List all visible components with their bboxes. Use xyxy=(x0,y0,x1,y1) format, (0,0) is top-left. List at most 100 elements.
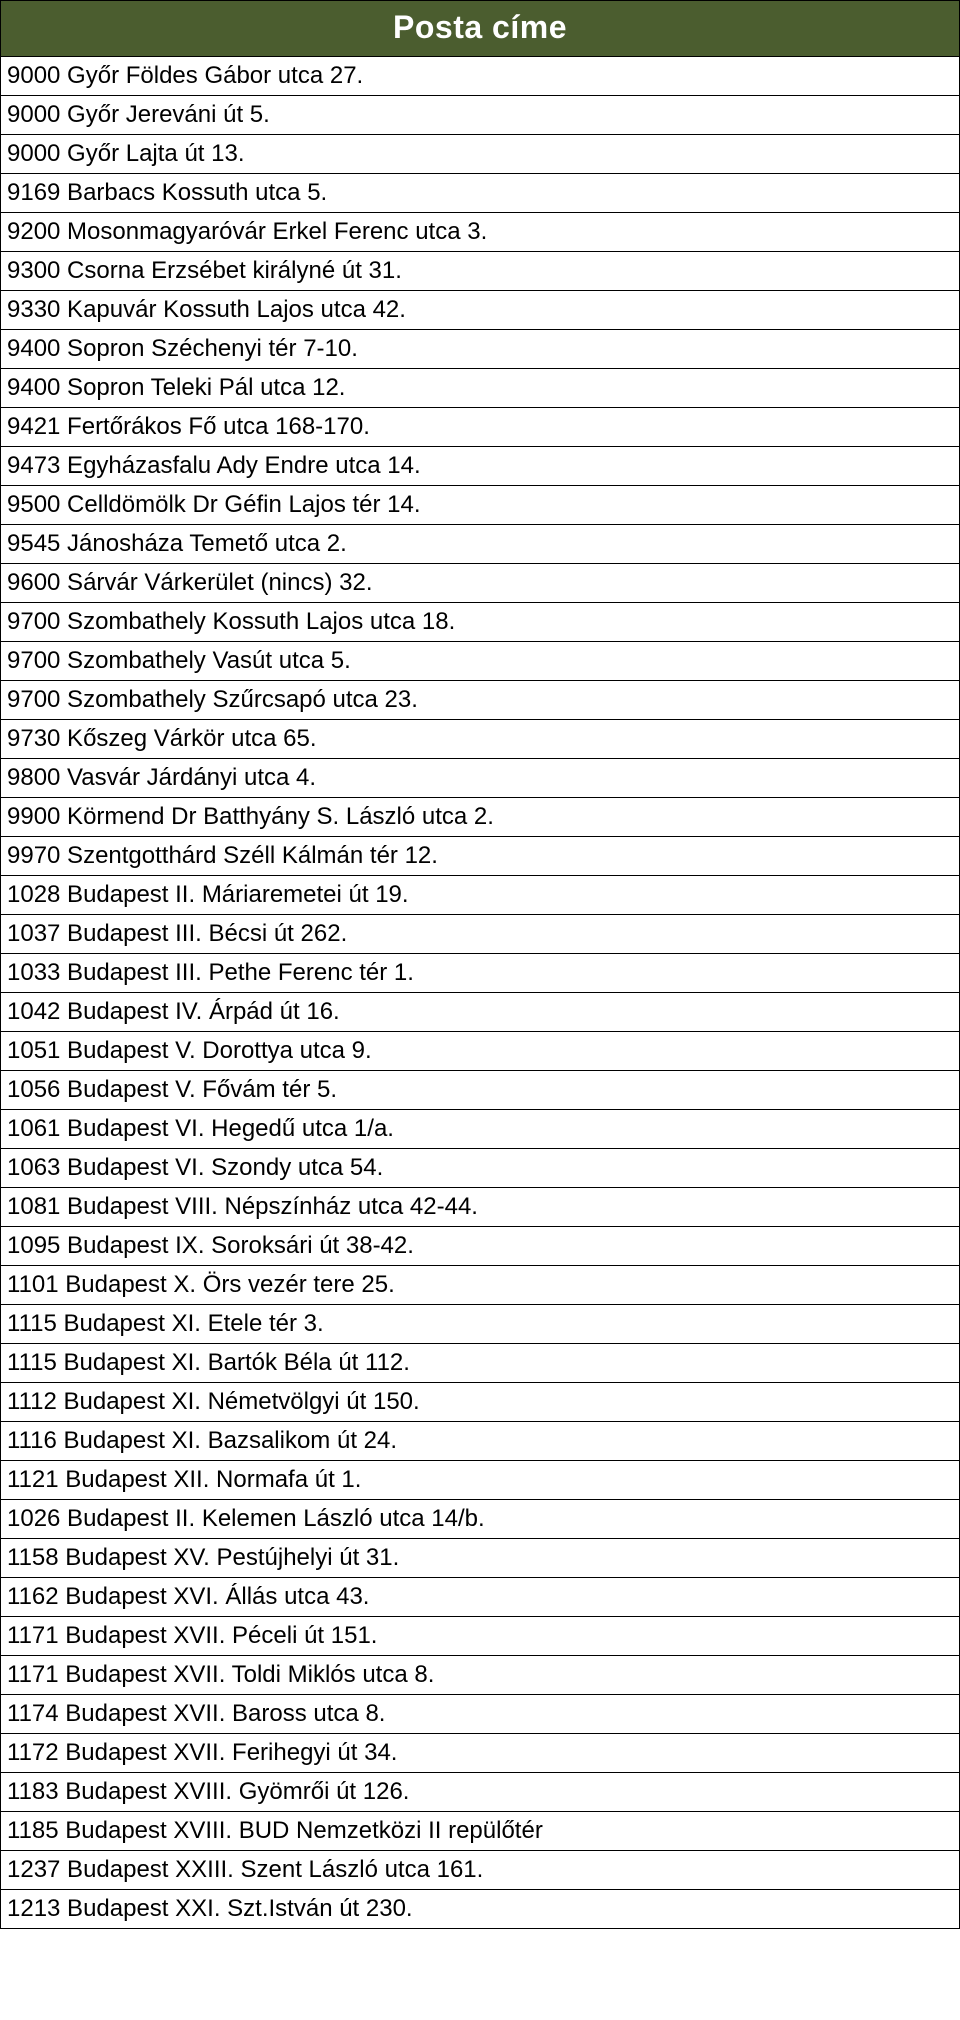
table-row: 1101 Budapest X. Örs vezér tere 25. xyxy=(1,1266,960,1305)
table-row: 9000 Győr Földes Gábor utca 27. xyxy=(1,57,960,96)
table-row: 9500 Celldömölk Dr Géfin Lajos tér 14. xyxy=(1,486,960,525)
table-row: 9000 Győr Jereváni út 5. xyxy=(1,96,960,135)
table-row: 1121 Budapest XII. Normafa út 1. xyxy=(1,1461,960,1500)
address-cell: 1158 Budapest XV. Pestújhelyi út 31. xyxy=(1,1539,960,1578)
address-cell: 1115 Budapest XI. Bartók Béla út 112. xyxy=(1,1344,960,1383)
table-row: 9800 Vasvár Járdányi utca 4. xyxy=(1,759,960,798)
table-row: 9730 Kőszeg Várkör utca 65. xyxy=(1,720,960,759)
address-cell: 9000 Győr Jereváni út 5. xyxy=(1,96,960,135)
table-row: 1056 Budapest V. Fővám tér 5. xyxy=(1,1071,960,1110)
table-row: 1115 Budapest XI. Etele tér 3. xyxy=(1,1305,960,1344)
address-cell: 9473 Egyházasfalu Ady Endre utca 14. xyxy=(1,447,960,486)
table-row: 9970 Szentgotthárd Széll Kálmán tér 12. xyxy=(1,837,960,876)
address-cell: 1183 Budapest XVIII. Gyömrői út 126. xyxy=(1,1773,960,1812)
address-cell: 1115 Budapest XI. Etele tér 3. xyxy=(1,1305,960,1344)
address-cell: 1185 Budapest XVIII. BUD Nemzetközi II r… xyxy=(1,1812,960,1851)
address-cell: 1056 Budapest V. Fővám tér 5. xyxy=(1,1071,960,1110)
table-row: 1061 Budapest VI. Hegedű utca 1/a. xyxy=(1,1110,960,1149)
table-row: 1095 Budapest IX. Soroksári út 38-42. xyxy=(1,1227,960,1266)
table-row: 1081 Budapest VIII. Népszínház utca 42-4… xyxy=(1,1188,960,1227)
table-row: 9700 Szombathely Kossuth Lajos utca 18. xyxy=(1,603,960,642)
address-cell: 9200 Mosonmagyaróvár Erkel Ferenc utca 3… xyxy=(1,213,960,252)
address-cell: 1026 Budapest II. Kelemen László utca 14… xyxy=(1,1500,960,1539)
table-row: 1183 Budapest XVIII. Gyömrői út 126. xyxy=(1,1773,960,1812)
address-cell: 9730 Kőszeg Várkör utca 65. xyxy=(1,720,960,759)
table-row: 1026 Budapest II. Kelemen László utca 14… xyxy=(1,1500,960,1539)
table-row: 1063 Budapest VI. Szondy utca 54. xyxy=(1,1149,960,1188)
address-cell: 1042 Budapest IV. Árpád út 16. xyxy=(1,993,960,1032)
table-row: 9300 Csorna Erzsébet királyné út 31. xyxy=(1,252,960,291)
header-row: Posta címe xyxy=(1,1,960,57)
address-cell: 1095 Budapest IX. Soroksári út 38-42. xyxy=(1,1227,960,1266)
table-row: 1213 Budapest XXI. Szt.István út 230. xyxy=(1,1890,960,1929)
table-row: 1171 Budapest XVII. Péceli út 151. xyxy=(1,1617,960,1656)
table-row: 1051 Budapest V. Dorottya utca 9. xyxy=(1,1032,960,1071)
address-cell: 9400 Sopron Széchenyi tér 7-10. xyxy=(1,330,960,369)
table-row: 9600 Sárvár Várkerület (nincs) 32. xyxy=(1,564,960,603)
table-row: 1042 Budapest IV. Árpád út 16. xyxy=(1,993,960,1032)
table-row: 9545 Jánosháza Temető utca 2. xyxy=(1,525,960,564)
table-row: 9700 Szombathely Vasút utca 5. xyxy=(1,642,960,681)
address-cell: 9700 Szombathely Kossuth Lajos utca 18. xyxy=(1,603,960,642)
address-cell: 1171 Budapest XVII. Toldi Miklós utca 8. xyxy=(1,1656,960,1695)
address-cell: 1172 Budapest XVII. Ferihegyi út 34. xyxy=(1,1734,960,1773)
table-row: 9421 Fertőrákos Fő utca 168-170. xyxy=(1,408,960,447)
address-cell: 1112 Budapest XI. Németvölgyi út 150. xyxy=(1,1383,960,1422)
table-head: Posta címe xyxy=(1,1,960,57)
table-row: 1172 Budapest XVII. Ferihegyi út 34. xyxy=(1,1734,960,1773)
address-cell: 1033 Budapest III. Pethe Ferenc tér 1. xyxy=(1,954,960,993)
table-row: 1116 Budapest XI. Bazsalikom út 24. xyxy=(1,1422,960,1461)
table-row: 9473 Egyházasfalu Ady Endre utca 14. xyxy=(1,447,960,486)
table-row: 1112 Budapest XI. Németvölgyi út 150. xyxy=(1,1383,960,1422)
address-cell: 9400 Sopron Teleki Pál utca 12. xyxy=(1,369,960,408)
table-row: 9330 Kapuvár Kossuth Lajos utca 42. xyxy=(1,291,960,330)
table-row: 1115 Budapest XI. Bartók Béla út 112. xyxy=(1,1344,960,1383)
address-cell: 1061 Budapest VI. Hegedű utca 1/a. xyxy=(1,1110,960,1149)
address-cell: 9169 Barbacs Kossuth utca 5. xyxy=(1,174,960,213)
table-row: 9700 Szombathely Szűrcsapó utca 23. xyxy=(1,681,960,720)
page-wrap: Posta címe 9000 Győr Földes Gábor utca 2… xyxy=(0,0,960,1929)
address-cell: 9000 Győr Lajta út 13. xyxy=(1,135,960,174)
address-cell: 9000 Győr Földes Gábor utca 27. xyxy=(1,57,960,96)
address-cell: 9600 Sárvár Várkerület (nincs) 32. xyxy=(1,564,960,603)
address-cell: 1162 Budapest XVI. Állás utca 43. xyxy=(1,1578,960,1617)
table-row: 1033 Budapest III. Pethe Ferenc tér 1. xyxy=(1,954,960,993)
address-cell: 1081 Budapest VIII. Népszínház utca 42-4… xyxy=(1,1188,960,1227)
address-cell: 9900 Körmend Dr Batthyány S. László utca… xyxy=(1,798,960,837)
table-row: 1185 Budapest XVIII. BUD Nemzetközi II r… xyxy=(1,1812,960,1851)
address-cell: 9800 Vasvár Járdányi utca 4. xyxy=(1,759,960,798)
address-cell: 9300 Csorna Erzsébet királyné út 31. xyxy=(1,252,960,291)
table-row: 1028 Budapest II. Máriaremetei út 19. xyxy=(1,876,960,915)
address-cell: 9545 Jánosháza Temető utca 2. xyxy=(1,525,960,564)
header-cell: Posta címe xyxy=(1,1,960,57)
table-body: 9000 Győr Földes Gábor utca 27.9000 Győr… xyxy=(1,57,960,1929)
address-cell: 9330 Kapuvár Kossuth Lajos utca 42. xyxy=(1,291,960,330)
address-cell: 9421 Fertőrákos Fő utca 168-170. xyxy=(1,408,960,447)
address-cell: 1037 Budapest III. Bécsi út 262. xyxy=(1,915,960,954)
address-table: Posta címe 9000 Győr Földes Gábor utca 2… xyxy=(0,0,960,1929)
address-cell: 1213 Budapest XXI. Szt.István út 230. xyxy=(1,1890,960,1929)
table-row: 9200 Mosonmagyaróvár Erkel Ferenc utca 3… xyxy=(1,213,960,252)
address-cell: 9500 Celldömölk Dr Géfin Lajos tér 14. xyxy=(1,486,960,525)
table-row: 9400 Sopron Teleki Pál utca 12. xyxy=(1,369,960,408)
table-row: 9900 Körmend Dr Batthyány S. László utca… xyxy=(1,798,960,837)
table-row: 1158 Budapest XV. Pestújhelyi út 31. xyxy=(1,1539,960,1578)
address-cell: 1028 Budapest II. Máriaremetei út 19. xyxy=(1,876,960,915)
address-cell: 9700 Szombathely Szűrcsapó utca 23. xyxy=(1,681,960,720)
table-row: 9400 Sopron Széchenyi tér 7-10. xyxy=(1,330,960,369)
address-cell: 1116 Budapest XI. Bazsalikom út 24. xyxy=(1,1422,960,1461)
table-row: 1174 Budapest XVII. Baross utca 8. xyxy=(1,1695,960,1734)
address-cell: 1237 Budapest XXIII. Szent László utca 1… xyxy=(1,1851,960,1890)
table-row: 9169 Barbacs Kossuth utca 5. xyxy=(1,174,960,213)
address-cell: 1121 Budapest XII. Normafa út 1. xyxy=(1,1461,960,1500)
address-cell: 1063 Budapest VI. Szondy utca 54. xyxy=(1,1149,960,1188)
table-row: 1037 Budapest III. Bécsi út 262. xyxy=(1,915,960,954)
address-cell: 1174 Budapest XVII. Baross utca 8. xyxy=(1,1695,960,1734)
address-cell: 9700 Szombathely Vasút utca 5. xyxy=(1,642,960,681)
table-row: 1237 Budapest XXIII. Szent László utca 1… xyxy=(1,1851,960,1890)
address-cell: 1051 Budapest V. Dorottya utca 9. xyxy=(1,1032,960,1071)
table-row: 1171 Budapest XVII. Toldi Miklós utca 8. xyxy=(1,1656,960,1695)
table-row: 1162 Budapest XVI. Állás utca 43. xyxy=(1,1578,960,1617)
table-row: 9000 Győr Lajta út 13. xyxy=(1,135,960,174)
address-cell: 1101 Budapest X. Örs vezér tere 25. xyxy=(1,1266,960,1305)
